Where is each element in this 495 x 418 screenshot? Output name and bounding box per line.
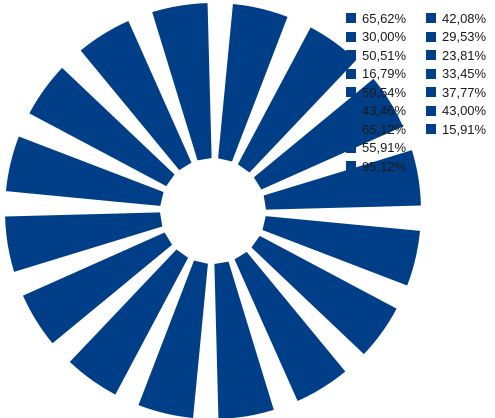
legend-swatch — [346, 87, 356, 97]
legend-swatch — [346, 105, 356, 116]
legend-item: 15,91% — [426, 120, 486, 138]
legend-swatch — [426, 87, 436, 97]
legend-item: 23,81% — [426, 46, 486, 64]
legend-swatch — [426, 31, 436, 42]
pie-slice — [152, 3, 212, 161]
legend-item: 16,79% — [346, 65, 406, 83]
legend-item: 30,00% — [346, 28, 406, 46]
legend-item: 43,00% — [426, 102, 486, 120]
legend-label: 55,91% — [362, 140, 407, 155]
legend-label: 15,91% — [442, 121, 487, 137]
legend-swatch — [426, 50, 436, 60]
legend-label: 42,08% — [442, 10, 487, 26]
legend-item: 37,77% — [426, 83, 486, 101]
legend-swatch — [346, 68, 356, 79]
legend-swatch — [346, 124, 356, 134]
legend-label: 43,46% — [362, 103, 407, 118]
legend-item: 65,12% — [346, 120, 406, 138]
pie-slice — [234, 251, 346, 402]
pie-slice — [237, 27, 357, 173]
pie-slice — [5, 212, 163, 272]
legend-label: 37,77% — [442, 84, 487, 100]
legend-item: 59,54% — [346, 83, 406, 101]
legend-item: 50,51% — [346, 46, 406, 64]
chart-legend: 65,62% 30,00% 50,51% 16,79% 59,54% 43,46% 65,1… — [346, 9, 495, 184]
legend-label: 33,45% — [442, 66, 487, 81]
legend-swatch — [346, 31, 356, 42]
legend-label: 29,53% — [442, 29, 487, 44]
legend-swatch — [426, 124, 436, 134]
legend-label: 50,51% — [362, 47, 407, 63]
legend-item: 55,91% — [346, 139, 406, 157]
pie-slice — [138, 260, 208, 418]
legend-label: 59,54% — [362, 84, 407, 100]
legend-swatch — [346, 50, 356, 60]
pie-slice — [263, 150, 421, 210]
legend-item: 33,45% — [426, 65, 486, 83]
pie-slice — [218, 3, 288, 162]
legend-item: 29,53% — [426, 28, 486, 46]
pie-slice — [262, 216, 421, 286]
legend-label: 30,00% — [362, 29, 407, 44]
legend-swatch — [346, 161, 356, 171]
pie-slice — [22, 232, 173, 344]
pie-slice — [5, 136, 164, 206]
legend-swatch — [346, 13, 356, 23]
pie-slice — [29, 67, 175, 187]
legend-item: 42,08% — [426, 9, 486, 27]
pie-slice — [251, 235, 397, 355]
legend-swatch — [426, 68, 436, 79]
legend-item: 43,46% — [346, 102, 406, 120]
legend-label: 23,81% — [442, 47, 487, 63]
pie-slice — [214, 261, 274, 418]
pie-slice — [80, 20, 192, 171]
legend-label: 43,00% — [442, 103, 487, 118]
legend-item: 95,12% — [346, 157, 406, 175]
legend-swatch — [426, 13, 436, 23]
legend-label: 16,79% — [362, 66, 407, 81]
legend-label: 65,62% — [362, 10, 407, 26]
legend-label: 95,12% — [362, 158, 407, 174]
pie-slice — [253, 78, 404, 190]
legend-swatch — [346, 142, 356, 153]
legend-item: 65,62% — [346, 9, 406, 27]
legend-swatch — [426, 105, 436, 116]
pie-slice — [69, 249, 189, 395]
legend-label: 65,12% — [362, 121, 407, 137]
